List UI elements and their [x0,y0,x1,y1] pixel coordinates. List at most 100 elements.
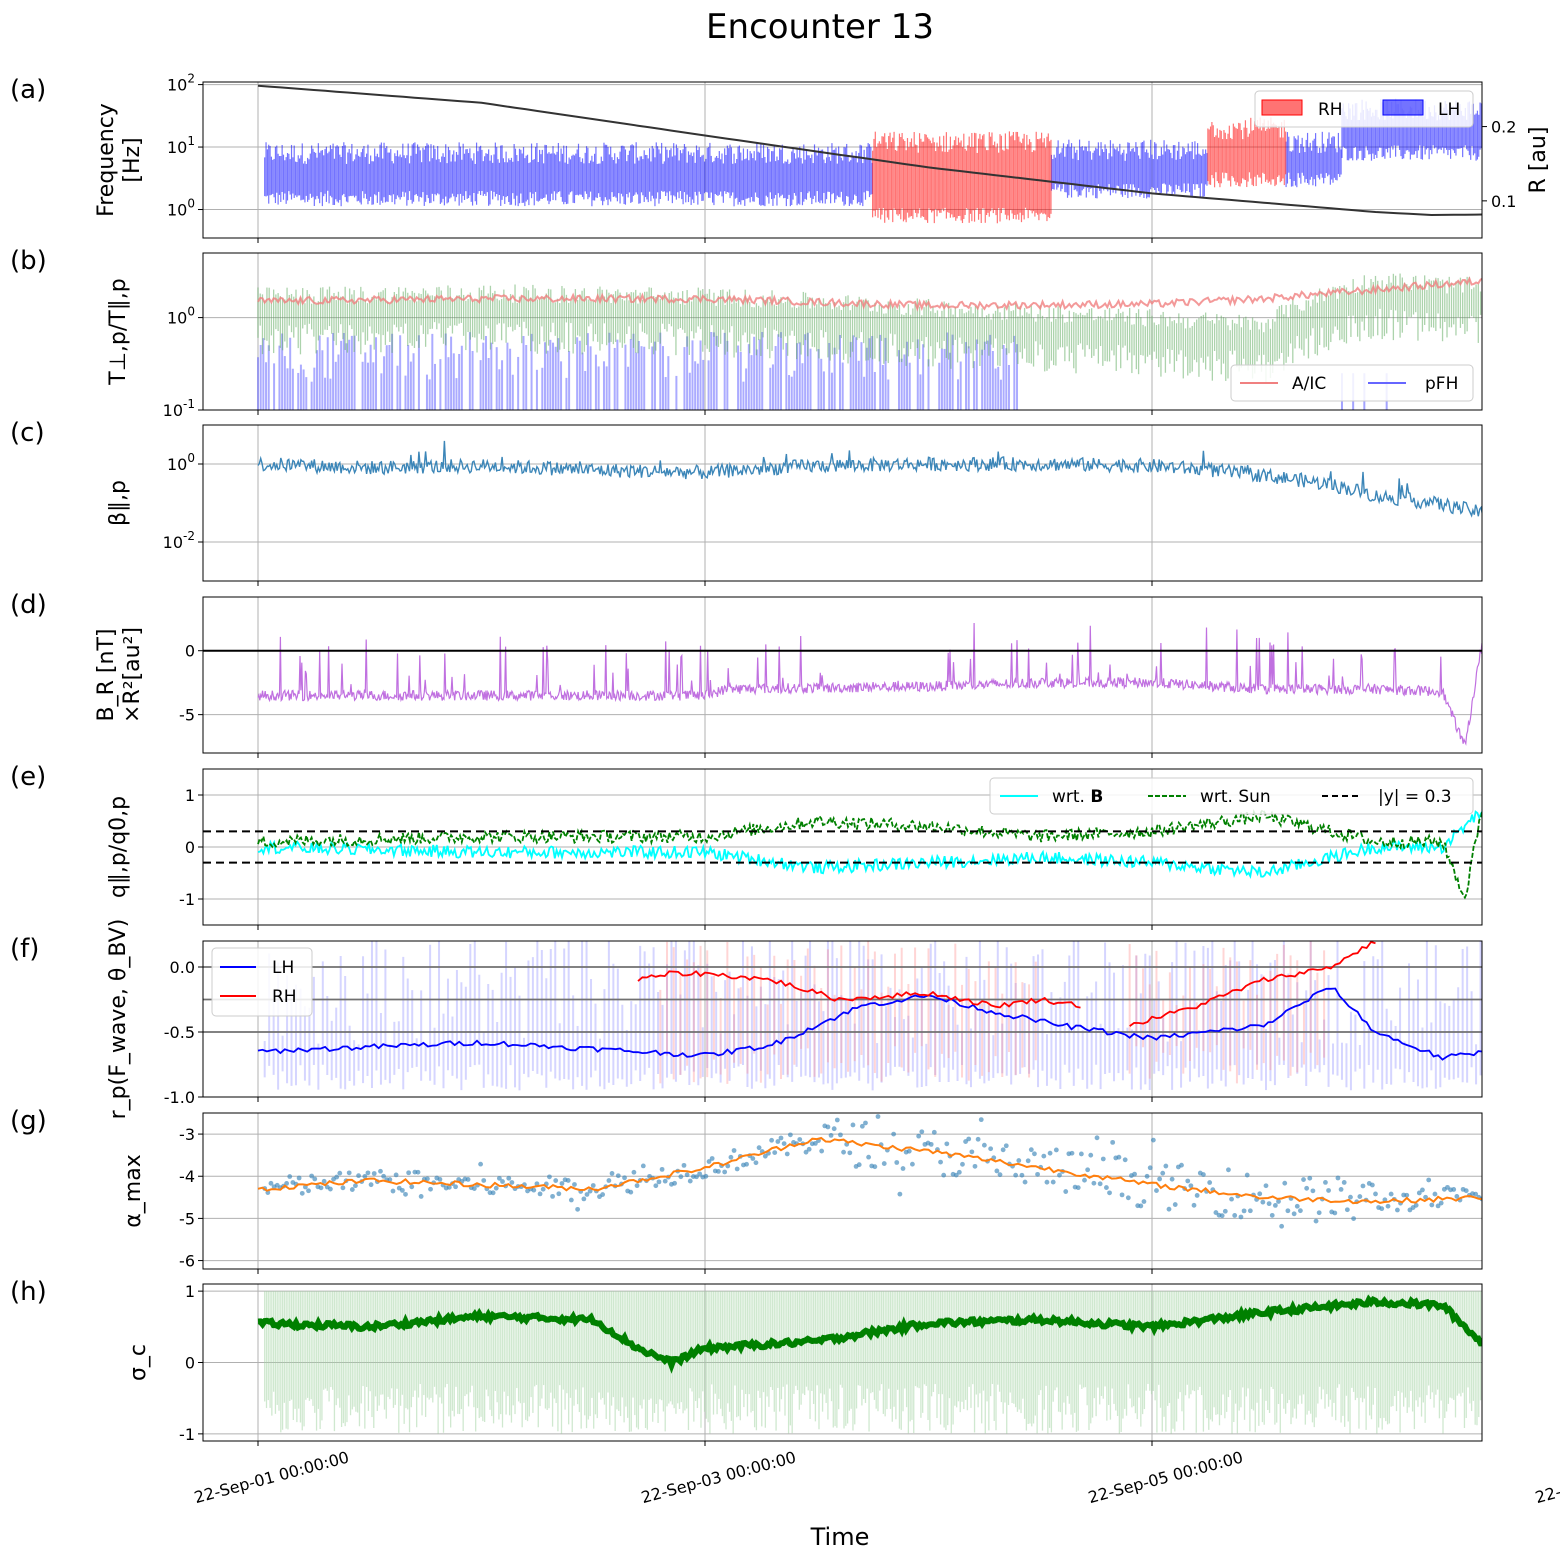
alpha-point [1536,1164,1541,1169]
panel-label: (c) [10,418,45,448]
alpha-point [966,1136,972,1142]
alpha-point [994,1168,1000,1174]
alpha-point [1078,1151,1084,1157]
alpha-point [850,1122,856,1128]
tick-exponent: -1 [183,397,195,411]
alpha-point [481,1178,487,1183]
y-axis-label: T⊥,p/T∥,p [106,278,131,385]
alpha-point [1057,1172,1062,1178]
y-axis-label: B_R [nT]×R²[au²] [94,627,145,723]
alpha-point [956,1169,962,1175]
legend-text-bold: B [1090,787,1103,807]
alpha-point [806,1146,812,1152]
alpha-point [537,1191,543,1197]
alpha-point [1473,1191,1479,1197]
rh-correlation-line [1129,941,1376,1027]
alpha-point [1132,1171,1137,1177]
alpha-point [600,1192,606,1197]
alpha-point [694,1174,699,1180]
alpha-point [1438,1200,1444,1206]
tick-exponent: 0 [187,305,195,319]
alpha-point [1508,1180,1513,1185]
alpha-point [762,1153,768,1159]
alpha-point [1323,1179,1328,1185]
ylabel-line: B_R [nT] [94,629,119,722]
alpha-point [1266,1201,1272,1207]
alpha-point [540,1186,546,1192]
alpha-point [1272,1203,1278,1208]
legend-swatch-lh [1382,99,1424,116]
y-tick-label: 0 [185,642,195,661]
y-tick-label: -6 [179,1252,195,1271]
alpha-point [371,1171,377,1176]
alpha-point [568,1197,574,1203]
alpha-point [1276,1199,1281,1204]
alpha-point [337,1170,343,1176]
alpha-point [399,1187,405,1193]
alpha-point [731,1148,737,1153]
legend-label-pfh: pFH [1425,374,1458,394]
alpha-point [797,1137,803,1142]
wrt-b-line [257,810,1482,880]
alpha-point [1163,1163,1169,1169]
alpha-point [381,1173,387,1179]
alpha-point [628,1189,634,1195]
alpha-point [309,1173,315,1179]
alpha-point [863,1120,868,1126]
alpha-point [1028,1147,1034,1153]
plot-area [203,622,1482,746]
plot-area [203,1113,1560,1262]
rh-correlation-line [637,970,1081,1009]
alpha-point [813,1141,818,1146]
panel-d: -5 0 B_R [nT]×R²[au²] [94,596,1483,758]
alpha-point [1313,1218,1319,1224]
alpha-point [1555,1142,1560,1147]
legend-label-rh: RH [272,987,297,1007]
alpha-point [656,1179,662,1185]
alpha-point [1395,1207,1400,1213]
alpha-point [1144,1173,1150,1179]
y-tick-label: 100 [167,451,195,474]
r-distance-line [257,84,1482,217]
panel-label: (e) [10,762,46,792]
alpha-point [1548,1139,1553,1144]
alpha-point [415,1169,421,1175]
ylabel-line: Frequency [94,103,119,217]
alpha-point [268,1180,274,1186]
axes-frame [202,940,1483,1098]
alpha-point [340,1185,346,1191]
alpha-point [1003,1143,1009,1149]
alpha-point [1100,1156,1106,1162]
alpha-point [581,1196,587,1202]
alpha-point [1260,1199,1266,1205]
y-tick-label: 100 [167,305,195,328]
ylabel-line: T⊥,p/T∥,p [106,278,131,385]
alpha-point [1138,1203,1144,1209]
alpha-point [640,1163,646,1169]
alpha-point [378,1168,383,1174]
panel-b: 10-1 100 T⊥,p/T∥,p A/IC pFH [106,252,1483,420]
panel-label: (b) [10,246,47,276]
alpha-point [1539,1162,1544,1167]
y-axis-label: α_max [121,1154,146,1227]
alpha-point [781,1141,787,1147]
alpha-point [681,1162,687,1168]
alpha-point [1301,1177,1306,1182]
alpha-point [478,1161,484,1167]
alpha-point [1388,1191,1394,1197]
alpha-point [346,1170,352,1176]
alpha-point [509,1180,515,1185]
alpha-point [1041,1153,1047,1159]
alpha-point [1501,1178,1506,1183]
alpha-point [900,1166,906,1171]
alpha-point [875,1114,881,1119]
y2-axis-label: R [au] [1526,127,1551,194]
alpha-point [894,1160,900,1165]
y-tick-label: 10-2 [163,529,195,552]
alpha-point [1263,1183,1269,1189]
alpha-point [1094,1135,1100,1141]
alpha-point [978,1117,984,1123]
alpha-point [841,1149,846,1155]
